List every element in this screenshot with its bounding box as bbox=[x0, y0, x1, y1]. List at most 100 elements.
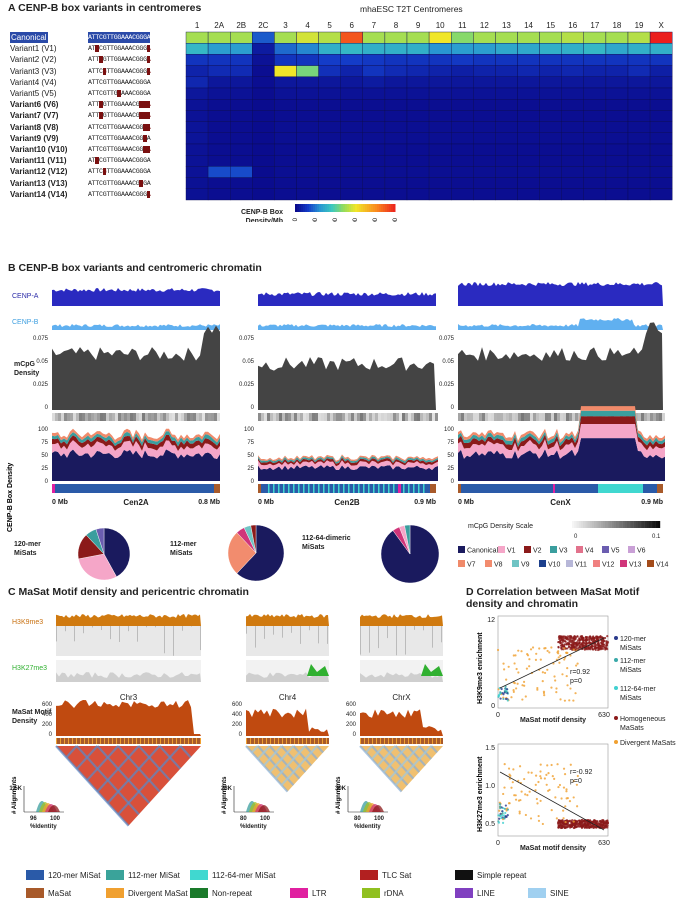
scatter-point bbox=[559, 654, 562, 657]
heatmap-cell bbox=[318, 188, 341, 201]
heatmap-cell bbox=[230, 154, 253, 167]
repeat-strip-end bbox=[657, 484, 663, 493]
scatter-point bbox=[598, 648, 601, 651]
scatter-point bbox=[502, 662, 505, 665]
mcpg-heat-strip bbox=[650, 413, 653, 421]
base: A bbox=[146, 101, 151, 109]
scatter-point bbox=[496, 648, 500, 652]
legend-swatch bbox=[550, 546, 557, 553]
legend-swatch bbox=[498, 546, 505, 553]
base: T bbox=[91, 123, 96, 131]
mcpg-heat-strip bbox=[578, 413, 581, 421]
chromosome-label: 2C bbox=[258, 21, 268, 30]
repeat-strip-mark bbox=[310, 738, 311, 744]
mcpg-heat-strip bbox=[566, 413, 569, 421]
repeat-strip-mark bbox=[254, 738, 255, 744]
heatmap-cell bbox=[252, 154, 275, 167]
heatmap-cell bbox=[296, 154, 319, 167]
base: G bbox=[117, 67, 122, 75]
repeat-strip-mark bbox=[420, 738, 421, 744]
repeat-strip-mark bbox=[92, 738, 93, 744]
variant-name: Variant14 (V14) bbox=[10, 189, 68, 199]
h3k9-line bbox=[164, 626, 165, 654]
heatmap-cell bbox=[583, 154, 607, 167]
repeat-strip-mark bbox=[383, 484, 385, 493]
repeat-strip bbox=[52, 484, 220, 493]
correlation-p: p=0 bbox=[570, 778, 582, 785]
colorbar-segment bbox=[389, 204, 392, 212]
scatter-point bbox=[562, 786, 566, 789]
heatmap-cell bbox=[649, 110, 673, 122]
base: T bbox=[110, 101, 114, 109]
colorbar-segment bbox=[315, 204, 318, 212]
scatter-point bbox=[569, 687, 572, 690]
base: C bbox=[132, 90, 136, 97]
axis-end: 0.9 Mb bbox=[414, 499, 436, 506]
mcpg-heat-strip bbox=[196, 413, 199, 421]
heatmap-cell bbox=[406, 87, 430, 100]
legend-swatch bbox=[190, 870, 208, 880]
base: T bbox=[91, 134, 96, 142]
base: A bbox=[124, 56, 129, 64]
base: T bbox=[91, 190, 96, 198]
heatmap-cell bbox=[318, 110, 341, 122]
mcpg-heat-strip bbox=[485, 413, 488, 421]
base: A bbox=[146, 45, 151, 53]
mcpg-heat-strip bbox=[467, 413, 470, 421]
base: T bbox=[95, 78, 100, 86]
scatter-point bbox=[512, 690, 515, 694]
pie-slice bbox=[95, 527, 105, 555]
scatter-point bbox=[514, 794, 517, 797]
mcpg-heat-strip bbox=[202, 413, 205, 421]
scatter-point bbox=[501, 812, 504, 815]
hist-xtick: 100 bbox=[50, 816, 61, 822]
base: C bbox=[132, 190, 136, 198]
repeat-strip-mark bbox=[116, 738, 117, 744]
repeat-strip-mark bbox=[192, 738, 193, 744]
repeat-strip-mark bbox=[392, 738, 393, 744]
heatmap-cell bbox=[495, 177, 518, 190]
panel-a-title: A CENP-B box variants in centromeres bbox=[8, 2, 202, 14]
colorbar-segment bbox=[299, 204, 302, 212]
base: C bbox=[132, 45, 136, 53]
cen-name: Cen2A bbox=[123, 498, 149, 507]
h3k9-line bbox=[101, 626, 102, 631]
heatmap-cell bbox=[649, 154, 673, 167]
base: T bbox=[91, 112, 96, 120]
base: T bbox=[95, 157, 100, 165]
scatter-point bbox=[519, 798, 522, 802]
scatter-point bbox=[577, 639, 580, 642]
heatmap-cell bbox=[318, 143, 341, 156]
scale-segment bbox=[649, 521, 652, 528]
variant-sequence: ATTCGTTGGAAACGGGA bbox=[88, 66, 151, 77]
scatter-point bbox=[603, 825, 606, 828]
base: T bbox=[91, 146, 96, 153]
scatter-point bbox=[560, 637, 563, 640]
repeat-strip-mark bbox=[298, 484, 300, 493]
scatter-point bbox=[553, 675, 556, 678]
pie-slice bbox=[78, 553, 117, 581]
scatter-point bbox=[586, 636, 589, 639]
mcpg-heat-strip bbox=[420, 413, 423, 421]
base: G bbox=[139, 146, 144, 153]
heatmap-cell bbox=[473, 98, 496, 111]
scatter-point bbox=[569, 654, 572, 657]
mcpg-heat-strip bbox=[363, 413, 366, 421]
scatter-point bbox=[572, 796, 575, 799]
legend-swatch bbox=[539, 560, 546, 567]
mcpg-heat-strip bbox=[662, 413, 665, 421]
scatter-point bbox=[529, 648, 533, 651]
base: G bbox=[117, 56, 122, 64]
legend-swatch bbox=[362, 888, 380, 898]
heatmap-cell bbox=[207, 110, 231, 122]
mcpg-heat-strip bbox=[333, 413, 336, 421]
heatmap-cell bbox=[605, 177, 629, 190]
mcpg-heat-strip bbox=[175, 413, 178, 421]
base: A bbox=[124, 123, 129, 131]
heatmap-cell bbox=[384, 31, 408, 44]
variant-sequence: ATTCGTTGGAAACGGGA bbox=[88, 99, 151, 110]
base: G bbox=[143, 101, 147, 109]
scale-segment bbox=[627, 521, 630, 528]
identity-stripe bbox=[292, 745, 313, 767]
